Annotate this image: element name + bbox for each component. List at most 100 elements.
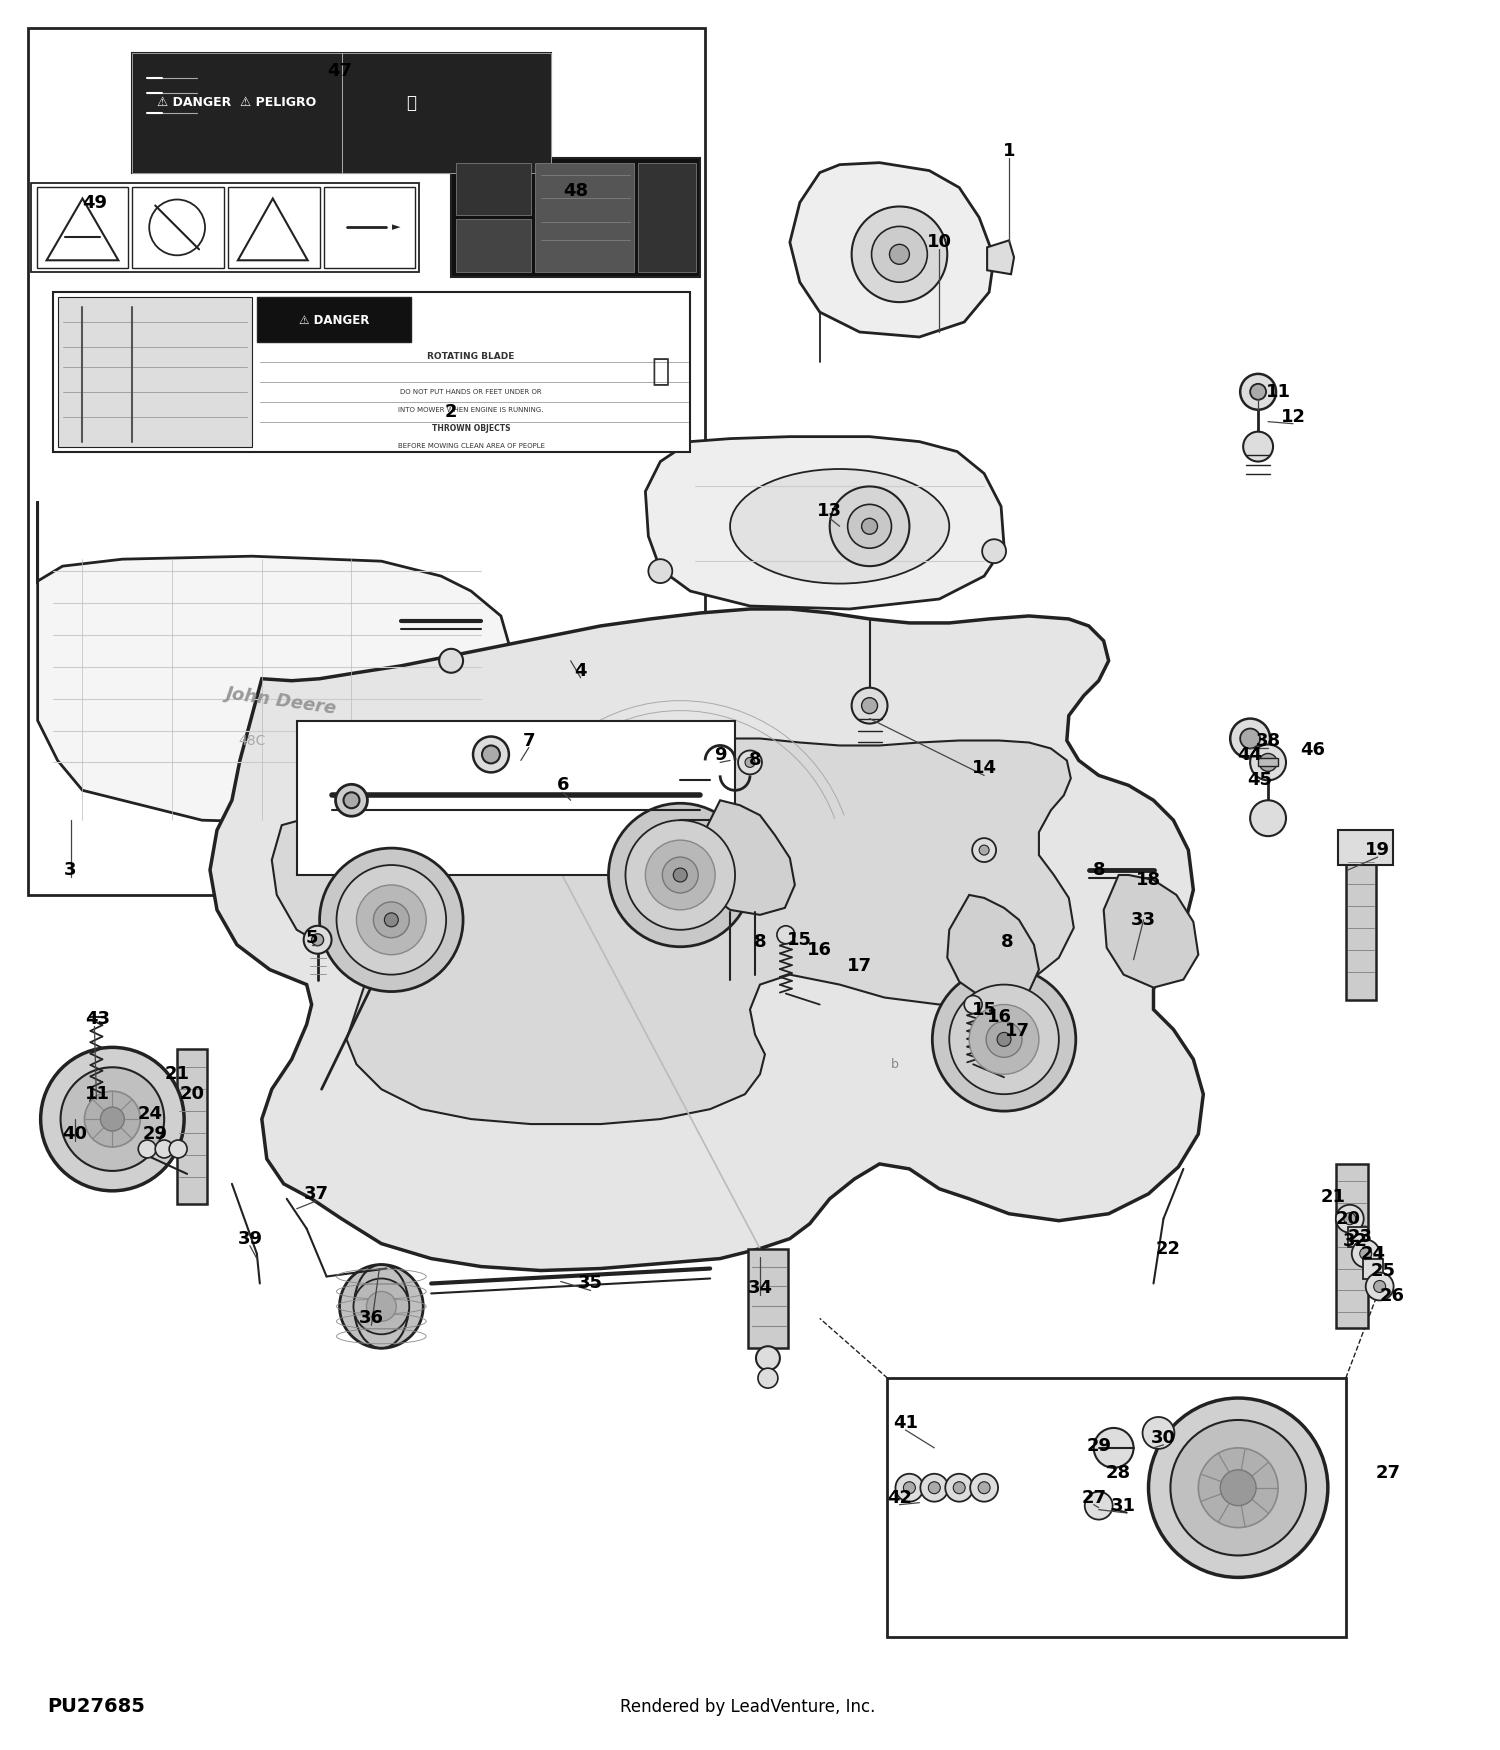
Circle shape — [1250, 744, 1286, 780]
Circle shape — [100, 1108, 124, 1130]
Circle shape — [1359, 1248, 1371, 1260]
Polygon shape — [272, 738, 1074, 1124]
Circle shape — [609, 803, 752, 947]
Circle shape — [847, 504, 891, 548]
Circle shape — [1336, 1204, 1364, 1232]
Bar — [132, 187, 224, 268]
Bar — [452, 158, 700, 276]
Text: 24: 24 — [1360, 1244, 1384, 1262]
Text: THROWN OBJECTS: THROWN OBJECTS — [432, 424, 510, 434]
Text: b: b — [891, 1057, 898, 1071]
Circle shape — [1240, 374, 1276, 410]
Text: 17: 17 — [1005, 1022, 1029, 1041]
Bar — [256, 298, 411, 341]
Polygon shape — [790, 163, 994, 338]
Text: 10: 10 — [927, 233, 952, 252]
Text: 8: 8 — [748, 751, 762, 770]
Circle shape — [1170, 1419, 1306, 1556]
Circle shape — [950, 985, 1059, 1094]
Text: 25: 25 — [1370, 1262, 1395, 1279]
Circle shape — [1344, 1213, 1356, 1225]
Bar — [177, 1050, 207, 1204]
Text: 43: 43 — [86, 1010, 109, 1029]
Polygon shape — [948, 894, 1040, 999]
Text: 22: 22 — [1156, 1239, 1180, 1258]
Text: 48C: 48C — [238, 733, 266, 747]
Text: 27: 27 — [1082, 1489, 1106, 1507]
Text: 47: 47 — [327, 61, 352, 80]
Text: 14: 14 — [972, 760, 996, 777]
Circle shape — [1250, 800, 1286, 836]
Bar — [53, 292, 690, 452]
Circle shape — [663, 858, 698, 892]
Text: 27: 27 — [1376, 1463, 1400, 1482]
Bar — [57, 298, 252, 446]
Text: ⚠ DANGER: ⚠ DANGER — [300, 313, 369, 327]
Circle shape — [482, 746, 500, 763]
Text: 33: 33 — [1131, 910, 1156, 929]
Circle shape — [1221, 1470, 1256, 1505]
Text: 16: 16 — [807, 942, 832, 959]
Circle shape — [1244, 432, 1274, 462]
Text: 30: 30 — [1150, 1430, 1176, 1447]
Circle shape — [758, 1368, 778, 1388]
Circle shape — [1374, 1281, 1386, 1293]
Bar — [27, 28, 705, 894]
Bar — [456, 219, 531, 273]
Circle shape — [339, 1265, 423, 1348]
Text: ⚠ DANGER  ⚠ PELIGRO: ⚠ DANGER ⚠ PELIGRO — [158, 96, 316, 108]
Text: 11: 11 — [86, 1085, 109, 1102]
Circle shape — [384, 914, 399, 928]
Circle shape — [933, 968, 1076, 1111]
Text: 23: 23 — [1347, 1228, 1372, 1246]
Polygon shape — [38, 502, 512, 826]
Circle shape — [852, 206, 948, 303]
Text: 20: 20 — [1335, 1209, 1360, 1228]
Text: PU27685: PU27685 — [48, 1698, 146, 1717]
Text: 1: 1 — [1004, 142, 1016, 159]
Circle shape — [970, 1474, 998, 1502]
Circle shape — [777, 926, 795, 943]
Bar — [132, 52, 550, 173]
Circle shape — [472, 737, 508, 772]
Circle shape — [1258, 754, 1276, 772]
Circle shape — [1240, 728, 1260, 749]
Circle shape — [861, 698, 877, 714]
Circle shape — [1352, 1239, 1380, 1267]
Circle shape — [980, 845, 988, 856]
Circle shape — [986, 1022, 1022, 1057]
Bar — [132, 52, 342, 173]
Bar — [36, 187, 129, 268]
Text: 3: 3 — [64, 861, 76, 878]
Bar — [639, 163, 696, 273]
Text: Rendered by LeadVenture, Inc.: Rendered by LeadVenture, Inc. — [621, 1698, 876, 1717]
Circle shape — [303, 926, 332, 954]
Circle shape — [1230, 719, 1270, 758]
Text: 24: 24 — [138, 1104, 162, 1124]
Circle shape — [1149, 1398, 1328, 1577]
Text: BEFORE MOWING CLEAN AREA OF PEOPLE: BEFORE MOWING CLEAN AREA OF PEOPLE — [398, 443, 544, 448]
Text: 2: 2 — [446, 402, 458, 420]
Bar — [456, 163, 531, 215]
Text: 35: 35 — [578, 1274, 603, 1293]
Circle shape — [154, 1139, 172, 1158]
Bar — [1362, 1258, 1383, 1279]
Bar — [324, 187, 416, 268]
Circle shape — [674, 868, 687, 882]
Text: 20: 20 — [180, 1085, 204, 1102]
Text: 8: 8 — [1092, 861, 1106, 878]
Bar — [1336, 1164, 1368, 1328]
Circle shape — [896, 1474, 924, 1502]
Circle shape — [40, 1046, 184, 1190]
Text: LEADVENTURE: LEADVENTURE — [454, 945, 1046, 1013]
Bar — [228, 187, 320, 268]
Circle shape — [374, 901, 410, 938]
Text: 6: 6 — [556, 777, 568, 794]
Text: 11: 11 — [1266, 383, 1290, 401]
Circle shape — [645, 840, 716, 910]
Text: 21: 21 — [165, 1066, 189, 1083]
Text: 49: 49 — [82, 194, 106, 212]
Circle shape — [344, 793, 360, 808]
Text: 4: 4 — [574, 662, 586, 679]
Polygon shape — [1104, 875, 1198, 987]
